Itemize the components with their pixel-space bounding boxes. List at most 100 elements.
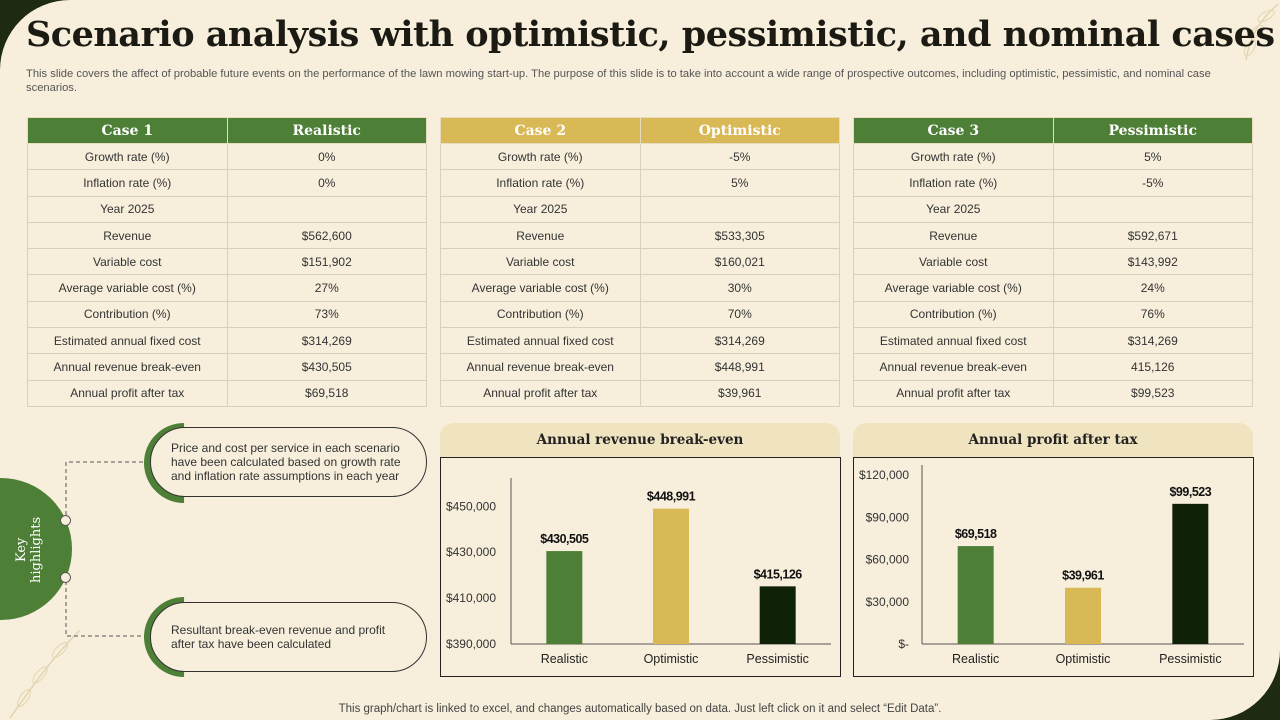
table-cell-value: $314,269: [639, 327, 840, 355]
table-cell-metric: Contribution (%): [27, 300, 228, 329]
table-cell-value: $448,991: [639, 353, 840, 381]
table-cell-value: 70%: [639, 300, 840, 329]
table-cell-metric: Estimated annual fixed cost: [853, 327, 1054, 355]
table-cell-metric: Variable cost: [440, 248, 641, 276]
bar-optimistic: [1065, 587, 1101, 644]
table-cell-value: $430,505: [226, 353, 427, 381]
y-tick-label: $450,000: [446, 499, 496, 513]
table-row: Revenue $562,600: [27, 221, 427, 250]
case-3-table: Case 3 Pessimistic Growth rate (%) 5% Infl…: [853, 117, 1253, 407]
table-cell-value: $99,523: [1052, 379, 1253, 407]
data-label: $448,991: [647, 490, 696, 504]
highlight-note-1: Price and cost per service in each scena…: [150, 427, 427, 497]
table-row: Annual revenue break-even $430,505: [27, 353, 427, 381]
revenue-break-even-chart[interactable]: $390,000 $410,000 $430,000 $450,000 $430,505…: [441, 458, 840, 676]
x-tick-label: Pessimistic: [746, 652, 809, 666]
connector-dot-icon: [60, 515, 71, 526]
table-row: Estimated annual fixed cost $314,269: [440, 327, 840, 355]
table-cell-metric: Revenue: [440, 221, 641, 250]
table-row: Inflation rate (%) -5%: [853, 169, 1253, 197]
bar-optimistic: [653, 508, 689, 644]
case-1-table: Case 1 Realistic Growth rate (%) 0% Inflat…: [27, 117, 427, 407]
table-cell-value: 27%: [226, 274, 427, 302]
table-cell-metric: Average variable cost (%): [853, 274, 1054, 302]
table-cell-value: -5%: [1052, 169, 1253, 197]
footer-note: This graph/chart is linked to excel, and…: [338, 703, 942, 715]
chart-revenue-box: $390,000 $410,000 $430,000 $450,000 $430,505…: [440, 457, 841, 677]
table-row: Annual revenue break-even $448,991: [440, 353, 840, 381]
table-cell-value: 415,126: [1052, 353, 1253, 381]
table-row: Contribution (%) 70%: [440, 300, 840, 329]
y-tick-label: $90,000: [866, 510, 910, 524]
leaf-decoration-icon: [9, 629, 81, 719]
table-row: Variable cost $143,992: [853, 248, 1253, 276]
table-cell-value: $592,671: [1052, 221, 1253, 250]
table-cell-value: 0%: [226, 169, 427, 197]
table-cell-value: $143,992: [1052, 248, 1253, 276]
data-label: $99,523: [1169, 485, 1211, 499]
table-row: Estimated annual fixed cost $314,269: [853, 327, 1253, 355]
data-label: $430,505: [540, 532, 589, 546]
table-cell-metric: Revenue: [853, 221, 1054, 250]
chart-revenue-title: Annual revenue break-even: [440, 423, 840, 461]
table-row: Year 2025: [27, 195, 427, 223]
table-cell-value: [226, 195, 427, 223]
table-header-scenario: Pessimistic: [1052, 117, 1253, 144]
connector-dot-icon: [60, 572, 71, 583]
table-cell-metric: Growth rate (%): [27, 142, 228, 171]
table-cell-metric: Annual profit after tax: [27, 379, 228, 407]
table-cell-value: $151,902: [226, 248, 427, 276]
table-row: Average variable cost (%) 30%: [440, 274, 840, 302]
table-header-case: Case 3: [853, 117, 1054, 144]
table-header-case: Case 2: [440, 117, 641, 144]
table-header-scenario: Realistic: [226, 117, 427, 144]
table-row: Year 2025: [853, 195, 1253, 223]
bar-pessimistic: [1172, 503, 1209, 644]
table-row: Inflation rate (%) 5%: [440, 169, 840, 197]
table-row: Inflation rate (%) 0%: [27, 169, 427, 197]
x-tick-label: Realistic: [541, 652, 588, 666]
table-row: Revenue $592,671: [853, 221, 1253, 250]
table-row: Contribution (%) 73%: [27, 300, 427, 329]
table-cell-value: $314,269: [1052, 327, 1253, 355]
table-row: Growth rate (%) -5%: [440, 142, 840, 171]
table-cell-metric: Year 2025: [853, 195, 1054, 223]
y-tick-label: $120,000: [859, 468, 909, 482]
table-row: Annual profit after tax $99,523: [853, 379, 1253, 407]
table-cell-metric: Average variable cost (%): [27, 274, 228, 302]
data-label: $39,961: [1062, 569, 1104, 583]
table-cell-metric: Inflation rate (%): [440, 169, 641, 197]
table-row: Contribution (%) 76%: [853, 300, 1253, 329]
table-row: Growth rate (%) 5%: [853, 142, 1253, 171]
table-cell-value: $160,021: [639, 248, 840, 276]
table-row: Annual revenue break-even 415,126: [853, 353, 1253, 381]
table-cell-metric: Annual revenue break-even: [27, 353, 228, 381]
table-row: Growth rate (%) 0%: [27, 142, 427, 171]
table-header-case: Case 1: [27, 117, 228, 144]
page-title: Scenario analysis with optimistic, pessi…: [26, 14, 1275, 55]
table-row: Average variable cost (%) 27%: [27, 274, 427, 302]
table-cell-metric: Contribution (%): [853, 300, 1054, 329]
table-row: Estimated annual fixed cost $314,269: [27, 327, 427, 355]
data-label: $69,518: [955, 527, 997, 541]
table-cell-value: 24%: [1052, 274, 1253, 302]
highlight-note-text: Price and cost per service in each scena…: [171, 441, 401, 483]
table-cell-metric: Inflation rate (%): [27, 169, 228, 197]
table-cell-value: $39,961: [639, 379, 840, 407]
table-cell-metric: Year 2025: [27, 195, 228, 223]
table-cell-metric: Growth rate (%): [440, 142, 641, 171]
table-cell-value: [639, 195, 840, 223]
profit-after-tax-chart[interactable]: $- $30,000 $60,000 $90,000 $120,000 $69,518 Re…: [854, 458, 1253, 676]
leaf-decoration-icon: [1243, 3, 1279, 61]
y-tick-label: $430,000: [446, 545, 496, 559]
table-cell-value: 30%: [639, 274, 840, 302]
y-tick-label: $390,000: [446, 637, 496, 651]
table-row: Annual profit after tax $39,961: [440, 379, 840, 407]
table-cell-metric: Inflation rate (%): [853, 169, 1054, 197]
bar-realistic: [957, 546, 994, 644]
table-cell-value: [1052, 195, 1253, 223]
bar-realistic: [546, 551, 583, 644]
table-cell-metric: Average variable cost (%): [440, 274, 641, 302]
table-cell-value: -5%: [639, 142, 840, 171]
